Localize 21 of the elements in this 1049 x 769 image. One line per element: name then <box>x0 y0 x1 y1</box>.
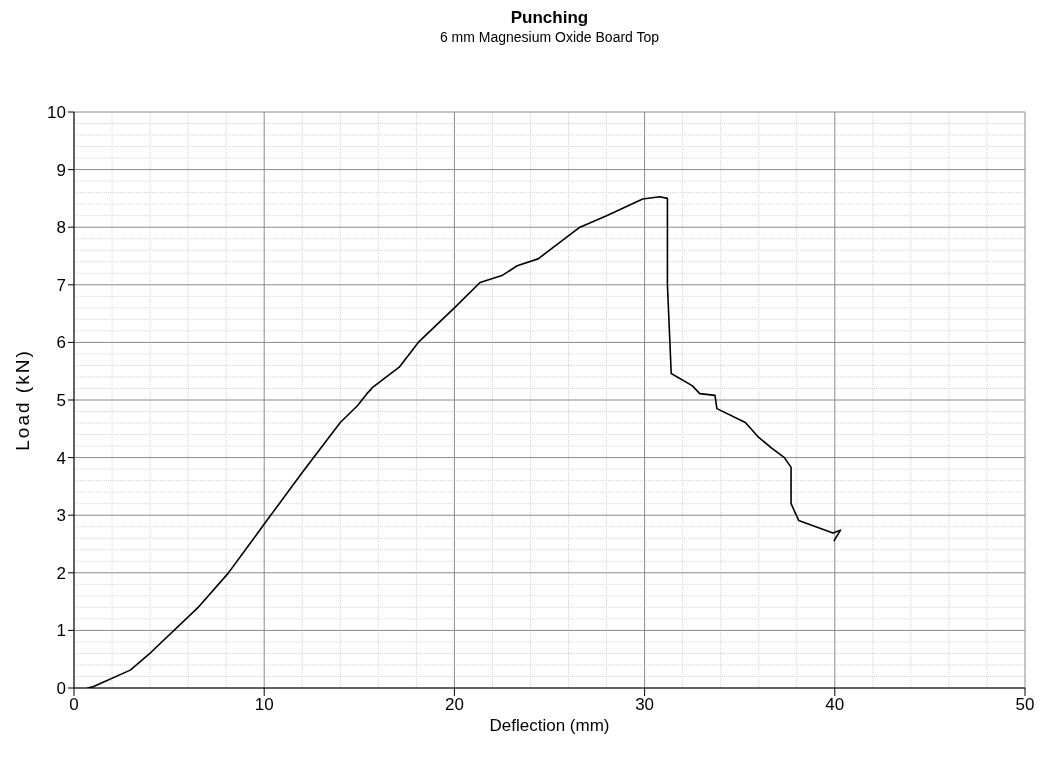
y-tick-label: 7 <box>56 275 66 295</box>
y-tick-label: 5 <box>56 391 66 411</box>
y-tick-label: 10 <box>47 103 66 123</box>
chart-subtitle: 6 mm Magnesium Oxide Board Top <box>438 28 661 46</box>
y-tick-label: 6 <box>56 333 66 353</box>
y-tick-label: 8 <box>56 218 66 238</box>
y-axis-title: Load (kN) <box>11 349 33 451</box>
x-tick-label: 0 <box>69 695 79 715</box>
x-tick-label: 10 <box>254 695 274 715</box>
x-tick-label: 30 <box>635 695 655 715</box>
x-axis-title: Deflection (mm) <box>489 716 610 735</box>
x-tick-label: 50 <box>1015 695 1035 715</box>
x-tick-label: 20 <box>444 695 464 715</box>
y-tick-label: 2 <box>56 563 66 583</box>
chart-title: Punching <box>509 8 590 28</box>
y-tick-label: 9 <box>56 160 66 180</box>
x-tick-label: 40 <box>825 695 845 715</box>
y-tick-label: 3 <box>56 506 66 526</box>
y-tick-label: 1 <box>56 621 66 641</box>
y-tick-label: 0 <box>56 679 66 699</box>
y-tick-label: 4 <box>56 448 66 468</box>
